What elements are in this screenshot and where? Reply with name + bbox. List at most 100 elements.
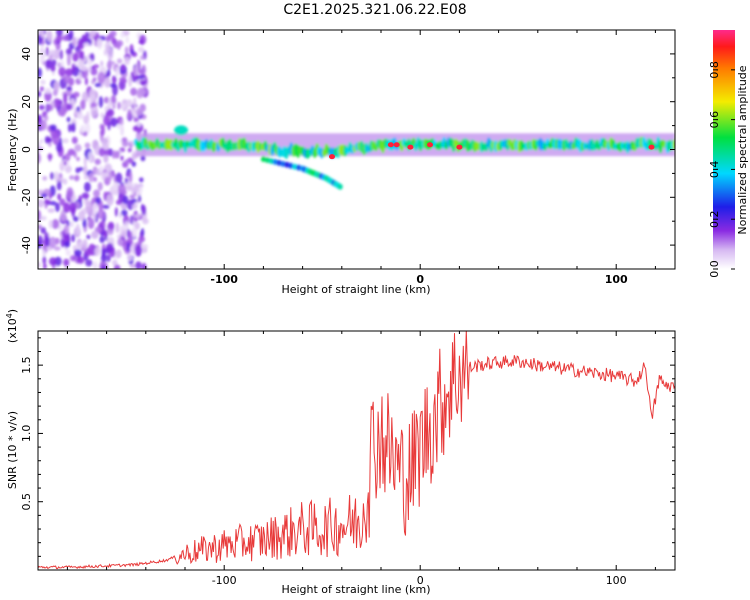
noise-speck — [131, 198, 137, 203]
colorbar-tick-label: 0.2 — [708, 210, 721, 228]
noise-speck — [46, 30, 53, 43]
x-tick-label: 0 — [417, 574, 424, 587]
spectrogram-y-label: Frequency (Hz) — [6, 109, 19, 192]
noise-speck — [38, 235, 43, 246]
noise-speck — [103, 97, 110, 104]
noise-speck — [128, 231, 133, 239]
noise-speck — [69, 201, 77, 214]
noise-speck — [63, 161, 67, 166]
noise-speck — [88, 217, 93, 226]
noise-speck — [76, 156, 80, 162]
noise-speck — [45, 46, 49, 57]
noise-speck — [127, 108, 132, 120]
noise-speck — [84, 77, 88, 86]
noise-speck — [140, 203, 145, 212]
noise-speck — [121, 209, 128, 217]
noise-speck — [131, 161, 137, 167]
peak-spot — [407, 144, 414, 150]
noise-speck — [138, 46, 145, 53]
noise-speck — [47, 208, 55, 213]
noise-speck — [106, 242, 114, 253]
noise-speck — [140, 55, 145, 61]
noise-speck — [103, 149, 112, 156]
noise-speck — [121, 63, 126, 72]
noise-speck — [107, 97, 112, 110]
noise-speck — [39, 47, 44, 53]
y-tick-label: -40 — [20, 236, 33, 254]
noise-speck — [66, 187, 74, 199]
snr-panel: -100 0 100 0.5 1.0 1.5 Height of straight lin… — [5, 309, 676, 596]
y-tick-label: 20 — [20, 95, 33, 109]
noise-speck — [86, 111, 90, 123]
noise-speck — [125, 100, 133, 108]
branch-cell — [337, 183, 343, 190]
chart-title: C2E1.2025.321.06.22.E08 — [283, 2, 466, 18]
noise-speck — [90, 67, 98, 76]
noise-speck — [138, 177, 144, 183]
noise-speck — [124, 46, 129, 55]
noise-speck — [63, 224, 70, 235]
colorbar-label: Normalized spectral amplitude — [736, 65, 749, 234]
branch-cell — [260, 156, 266, 163]
colorbar-tick-label: 0.4 — [708, 161, 721, 179]
noise-speck — [62, 138, 69, 144]
noise-speck — [131, 203, 138, 210]
noise-speck — [78, 58, 84, 69]
noise-speck — [42, 61, 46, 66]
noise-speck — [138, 88, 147, 95]
noise-speck — [124, 56, 130, 66]
noise-speck — [84, 142, 91, 149]
x-tick-label: -100 — [210, 273, 238, 286]
noise-speck — [38, 35, 43, 45]
branch-cell — [296, 164, 302, 171]
noise-speck — [78, 71, 82, 82]
noise-speck — [117, 101, 121, 110]
noise-speck — [86, 58, 93, 66]
noise-speck — [38, 114, 43, 125]
noise-speck — [115, 66, 119, 77]
noise-speck — [88, 172, 95, 183]
noise-speck — [46, 104, 53, 112]
noise-speck — [138, 69, 143, 75]
noise-speck — [96, 38, 103, 50]
noise-speck — [94, 246, 101, 257]
noise-speck — [100, 253, 107, 263]
noise-speck — [120, 79, 128, 84]
noise-speck — [140, 243, 147, 254]
noise-speck — [59, 49, 63, 60]
noise-speck — [116, 124, 124, 130]
noise-speck — [93, 189, 101, 198]
noise-speck — [72, 216, 79, 222]
noise-speck — [129, 194, 135, 199]
noise-speck — [74, 144, 82, 152]
noise-speck — [108, 221, 115, 230]
noise-speck — [138, 184, 143, 194]
branch-cell — [288, 162, 294, 169]
noise-speck — [128, 171, 133, 184]
noise-speck — [80, 99, 86, 110]
noise-speck — [85, 122, 91, 134]
noise-speck — [134, 213, 141, 219]
noise-speck — [137, 74, 145, 80]
noise-speck — [44, 115, 49, 122]
noise-speck — [94, 226, 102, 233]
noise-speck — [117, 238, 124, 246]
noise-speck — [120, 32, 125, 39]
noise-speck — [57, 193, 62, 201]
noise-speck — [48, 257, 57, 266]
noise-speck — [72, 244, 79, 251]
noise-speck — [45, 59, 53, 69]
noise-speck — [38, 146, 44, 152]
noise-speck — [40, 79, 46, 85]
noise-speck — [44, 236, 51, 247]
noise-speck — [92, 261, 98, 269]
noise-speck — [138, 39, 145, 45]
noise-speck — [105, 110, 112, 116]
noise-speck — [54, 256, 62, 267]
noise-speck — [69, 175, 75, 180]
noise-speck — [62, 101, 69, 113]
x-tick-label: 100 — [606, 574, 627, 587]
noise-speck — [138, 194, 142, 203]
snr-series-line — [38, 331, 675, 570]
